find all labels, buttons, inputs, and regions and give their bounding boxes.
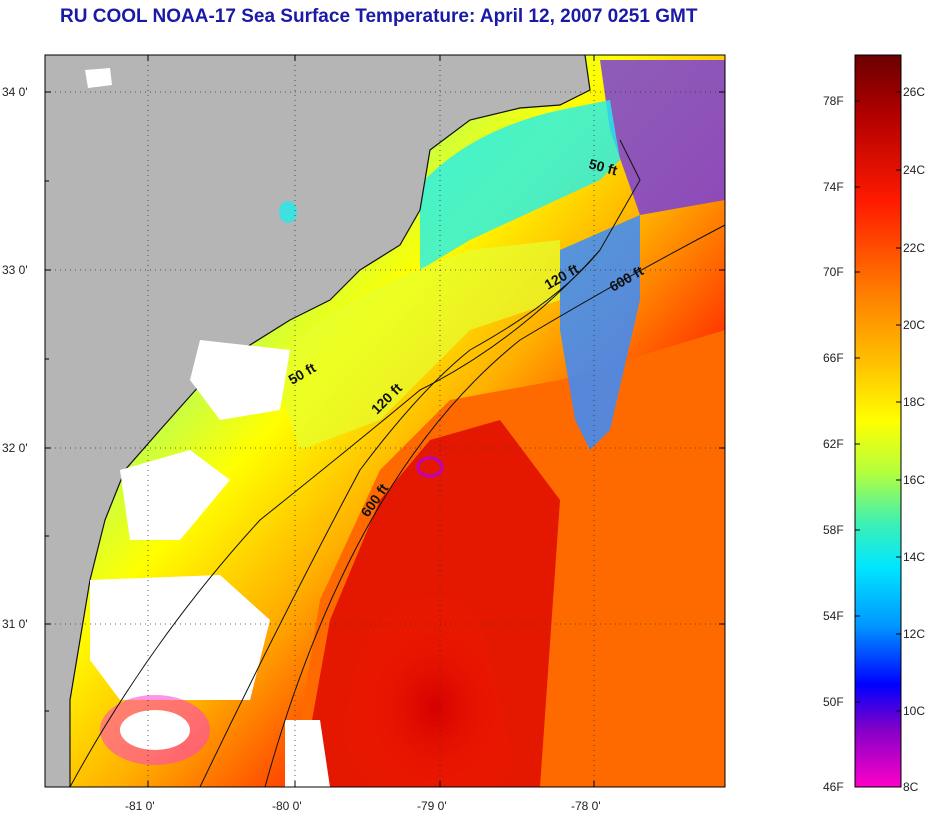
nearshore-cool (420, 100, 620, 270)
mid-shelf (270, 240, 560, 450)
colorbar-c-label: 26C (903, 85, 925, 99)
isobath-50 (69, 139, 641, 787)
coastline (69, 55, 591, 787)
lat-axis: 34 0' 33 0' 32 0' 31 0' (2, 85, 28, 631)
colorbar-c-label: 22C (903, 241, 925, 255)
colorbar-f-label: 62F (823, 437, 844, 451)
lat-label: 31 0' (2, 617, 28, 631)
map-title: RU COOL NOAA-17 Sea Surface Temperature:… (60, 6, 698, 27)
colorbar: 78F 74F 70F 66F 62F 58F 54F 50F 46F 26C … (823, 54, 925, 794)
lon-axis: -81 0' -80 0' -79 0' -78 0' (125, 799, 601, 813)
eddy-feature (416, 456, 444, 478)
colorbar-c-label: 18C (903, 395, 925, 409)
contour-label-50ft-north: 50 ft (587, 155, 619, 178)
colorbar-c-label: 20C (903, 318, 925, 332)
lat-label: 34 0' (2, 85, 28, 99)
colorbar-gradient (854, 54, 902, 788)
colorbar-f-label: 74F (823, 180, 844, 194)
land (45, 55, 590, 787)
colorbar-c-label: 24C (903, 163, 925, 177)
colorbar-c-label: 16C (903, 473, 925, 487)
colorbar-f-label: 46F (823, 780, 844, 794)
colorbar-f-label: 70F (823, 265, 844, 279)
colorbar-f-label: 66F (823, 351, 844, 365)
map-frame (44, 54, 726, 788)
isobath-120 (199, 249, 601, 787)
cloud-patch (120, 450, 230, 540)
colorbar-f-label: 78F (823, 94, 844, 108)
colorbar-c-label: 12C (903, 627, 925, 641)
colorbar-c-label: 14C (903, 550, 925, 564)
lon-label: -78 0' (571, 799, 601, 813)
lon-label: -79 0' (417, 799, 447, 813)
sst-image (45, 55, 725, 787)
isobath-600 (264, 224, 725, 787)
tick-marks (45, 55, 725, 787)
cloud-patch (285, 720, 330, 787)
colorbar-f-label: 58F (823, 523, 844, 537)
colorbar-f-label: 50F (823, 695, 844, 709)
colorbar-c-label: 8C (903, 780, 919, 794)
cool-band (560, 215, 640, 450)
small-cloud-gap (279, 201, 297, 223)
lat-label: 32 0' (2, 441, 28, 455)
cloud-patch (190, 340, 290, 420)
cloud-patch (90, 575, 270, 700)
lon-label: -80 0' (272, 799, 302, 813)
colorbar-f-label: 54F (823, 609, 844, 623)
cloud-patch (120, 710, 190, 750)
lat-label: 33 0' (2, 263, 28, 277)
lon-label: -81 0' (125, 799, 155, 813)
graticule (45, 55, 725, 787)
colorbar-c-label: 10C (903, 704, 925, 718)
cold-northeast (600, 60, 725, 215)
cloud-patch (85, 68, 112, 88)
warm-core-shade (330, 560, 520, 787)
